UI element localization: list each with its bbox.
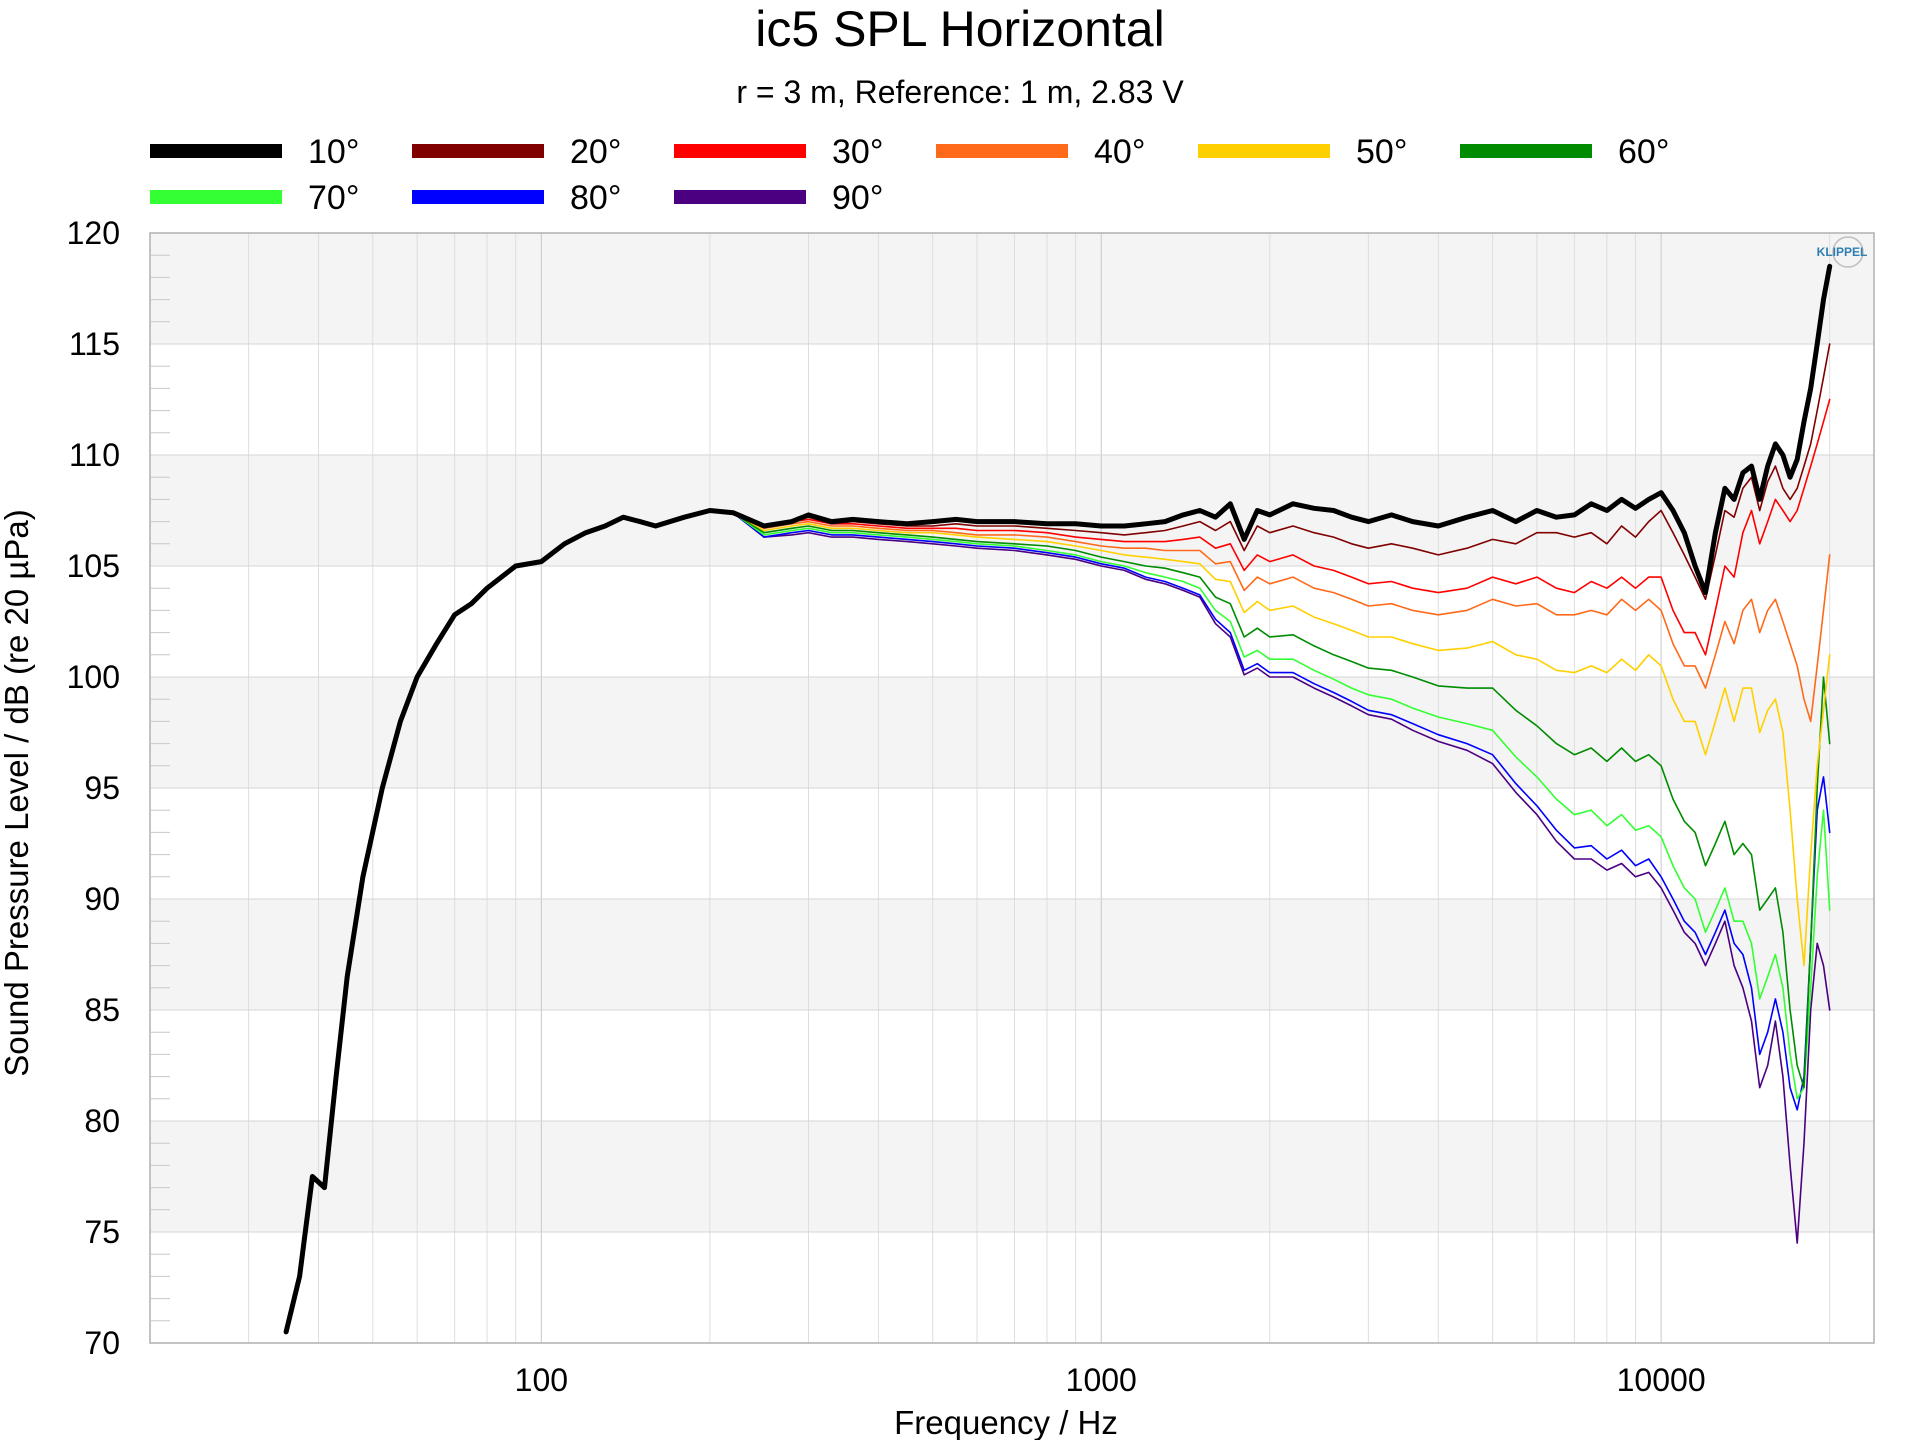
grid-band bbox=[150, 344, 1874, 455]
series-line bbox=[283, 263, 1833, 1335]
y-tick-label: 90 bbox=[84, 881, 120, 917]
legend-label: 40° bbox=[1094, 133, 1145, 171]
y-tick-label: 115 bbox=[69, 326, 120, 362]
y-tick-label: 110 bbox=[69, 437, 120, 473]
y-axis-ticks: 70 75 80 85 90 95 100 105 110 115 120 bbox=[67, 215, 120, 1361]
x-tick-label: 1000 bbox=[1066, 1362, 1137, 1398]
series-lines bbox=[283, 263, 1833, 1335]
legend: 10° 20° 30° 40° 50° 60° 70° 80° 90° bbox=[150, 133, 1669, 217]
y-tick-label: 100 bbox=[67, 659, 120, 695]
x-axis-ticks: 100 1000 10000 bbox=[515, 1362, 1706, 1398]
plot-area bbox=[149, 232, 1875, 1344]
minor-y-ticks bbox=[150, 254, 170, 1322]
legend-label: 10° bbox=[308, 133, 359, 171]
legend-label: 20° bbox=[570, 133, 621, 171]
x-axis-label: Frequency / Hz bbox=[894, 1404, 1118, 1440]
legend-swatch bbox=[150, 144, 282, 158]
y-tick-label: 80 bbox=[84, 1103, 120, 1139]
y-tick-label: 75 bbox=[84, 1214, 120, 1250]
legend-label: 70° bbox=[308, 179, 359, 217]
grid-band bbox=[150, 455, 1874, 566]
logo-text: KLIPPEL bbox=[1817, 245, 1868, 259]
legend-label: 90° bbox=[832, 179, 883, 217]
legend-swatch bbox=[412, 144, 544, 158]
legend-swatch bbox=[1198, 144, 1330, 158]
y-tick-label: 120 bbox=[67, 215, 120, 251]
x-tick-label: 100 bbox=[515, 1362, 568, 1398]
y-tick-label: 70 bbox=[84, 1325, 120, 1361]
legend-swatch bbox=[674, 144, 806, 158]
grid-band bbox=[150, 899, 1874, 1010]
grid-band bbox=[150, 233, 1874, 344]
chart-title: ic5 SPL Horizontal bbox=[755, 1, 1164, 57]
legend-swatch bbox=[412, 190, 544, 204]
y-axis-label: Sound Pressure Level / dB (re 20 µPa) bbox=[0, 509, 35, 1076]
y-tick-label: 85 bbox=[84, 992, 120, 1028]
logo-ring bbox=[1832, 236, 1864, 268]
legend-swatch bbox=[674, 190, 806, 204]
y-tick-label: 95 bbox=[84, 770, 120, 806]
plot-frame bbox=[149, 232, 1875, 1344]
klippel-logo: KLIPPEL bbox=[1817, 236, 1868, 268]
legend-label: 60° bbox=[1618, 133, 1669, 171]
grid-band bbox=[150, 1232, 1874, 1343]
grid-band bbox=[150, 1121, 1874, 1232]
grid-band bbox=[150, 1010, 1874, 1121]
legend-label: 50° bbox=[1356, 133, 1407, 171]
grid-band bbox=[150, 677, 1874, 788]
legend-swatch bbox=[936, 144, 1068, 158]
legend-label: 80° bbox=[570, 179, 621, 217]
legend-swatch bbox=[1460, 144, 1592, 158]
y-tick-label: 105 bbox=[67, 548, 120, 584]
grid-band bbox=[150, 788, 1874, 899]
chart-subtitle: r = 3 m, Reference: 1 m, 2.83 V bbox=[736, 74, 1184, 110]
legend-swatch bbox=[150, 190, 282, 204]
legend-label: 30° bbox=[832, 133, 883, 171]
x-tick-label: 10000 bbox=[1617, 1362, 1706, 1398]
